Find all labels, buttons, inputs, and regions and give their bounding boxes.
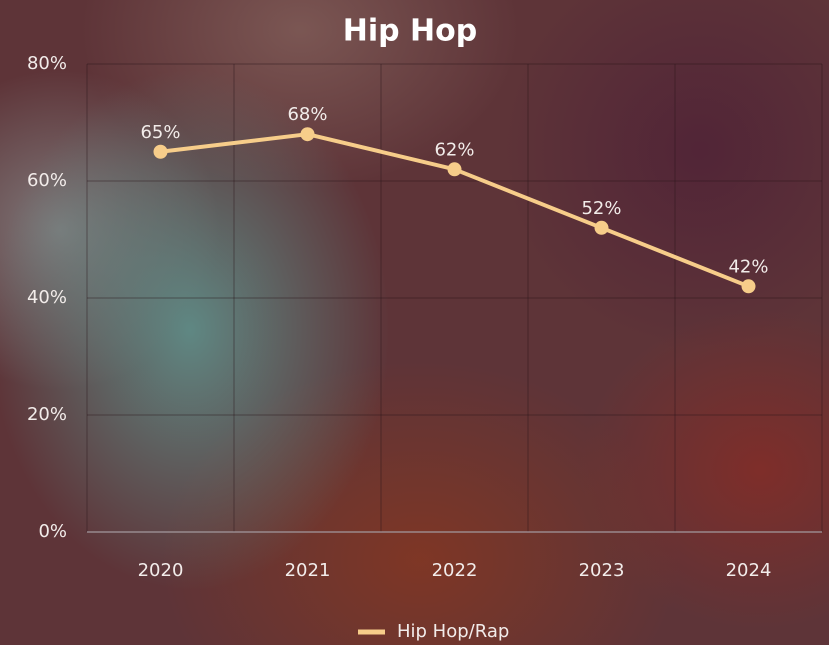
x-tick-label: 2023 — [579, 560, 625, 581]
x-tick-label: 2021 — [285, 560, 331, 581]
data-point — [447, 162, 462, 177]
x-tick-label: 2020 — [138, 560, 184, 581]
data-point — [153, 144, 168, 159]
y-tick-label: 20% — [27, 404, 67, 425]
x-tick-label: 2022 — [432, 560, 478, 581]
x-tick-label: 2024 — [726, 560, 772, 581]
data-label: 65% — [140, 122, 180, 143]
data-point — [741, 279, 756, 294]
y-tick-label: 0% — [38, 521, 67, 542]
y-tick-label: 80% — [27, 53, 67, 74]
data-label: 68% — [287, 104, 327, 125]
data-point — [300, 127, 315, 142]
data-label: 62% — [434, 139, 474, 160]
chart-title: Hip Hop — [343, 14, 478, 49]
y-tick-label: 60% — [27, 170, 67, 191]
data-label: 52% — [581, 198, 621, 219]
legend-label: Hip Hop/Rap — [397, 621, 509, 642]
y-tick-label: 40% — [27, 287, 67, 308]
data-point — [594, 220, 609, 235]
data-label: 42% — [728, 256, 768, 277]
